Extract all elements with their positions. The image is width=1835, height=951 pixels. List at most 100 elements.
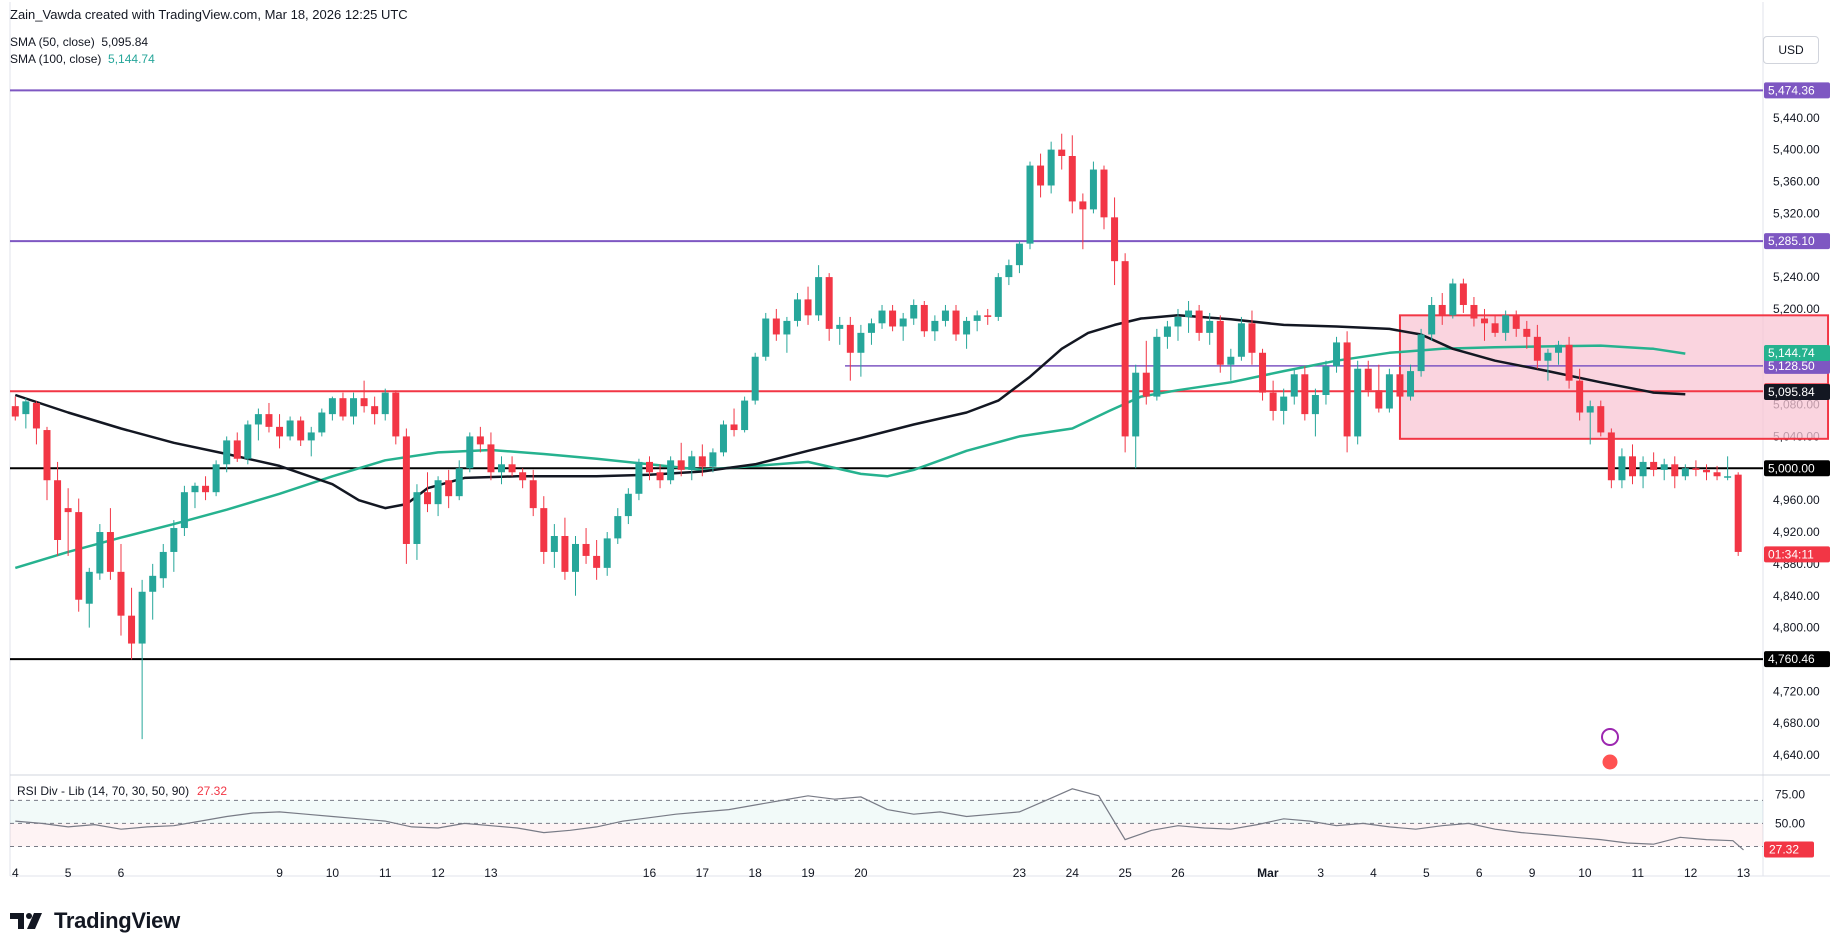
candle-body[interactable]	[1681, 468, 1689, 477]
candle-body[interactable]	[550, 536, 558, 552]
candle-body[interactable]	[244, 424, 252, 459]
candle-body[interactable]	[212, 464, 220, 493]
candle-body[interactable]	[1269, 392, 1277, 411]
candle-body[interactable]	[1174, 316, 1182, 327]
candle-body[interactable]	[519, 472, 527, 481]
candle-body[interactable]	[709, 452, 717, 467]
candle-body[interactable]	[1195, 310, 1203, 333]
tradingview-logo[interactable]: TradingView	[10, 908, 180, 934]
sma50-line[interactable]	[14, 314, 1686, 510]
candle-body[interactable]	[920, 304, 928, 332]
candle-body[interactable]	[836, 324, 844, 329]
sma100-line[interactable]	[14, 344, 1686, 570]
candle-body[interactable]	[466, 436, 474, 469]
candle-body[interactable]	[635, 461, 643, 494]
candle-body[interactable]	[1618, 456, 1626, 481]
candle-body[interactable]	[1100, 169, 1108, 218]
candle-body[interactable]	[508, 464, 516, 473]
candle-body[interactable]	[117, 571, 125, 616]
candle-body[interactable]	[1555, 344, 1563, 353]
candle-body[interactable]	[1026, 165, 1034, 244]
candle-body[interactable]	[1607, 432, 1615, 481]
candle-body[interactable]	[1544, 352, 1552, 361]
candle-body[interactable]	[223, 440, 231, 465]
candle-body[interactable]	[1301, 374, 1309, 415]
candle-body[interactable]	[1417, 334, 1425, 372]
candle-body[interactable]	[1628, 456, 1636, 477]
candle-body[interactable]	[254, 414, 262, 425]
candle-body[interactable]	[645, 461, 653, 473]
candle-body[interactable]	[149, 575, 157, 592]
candle-body[interactable]	[75, 512, 83, 600]
candle-body[interactable]	[191, 485, 199, 493]
candle-body[interactable]	[43, 430, 51, 481]
candle-body[interactable]	[963, 320, 971, 335]
candle-body[interactable]	[857, 332, 865, 353]
candle-body[interactable]	[614, 516, 622, 539]
candle-body[interactable]	[445, 480, 453, 497]
candle-body[interactable]	[762, 318, 770, 357]
candle-body[interactable]	[1216, 320, 1224, 365]
candle-body[interactable]	[730, 424, 738, 431]
candle-body[interactable]	[402, 436, 410, 544]
candle-body[interactable]	[1206, 320, 1214, 333]
candle-body[interactable]	[1650, 461, 1658, 470]
candle-body[interactable]	[1163, 326, 1171, 337]
candle-body[interactable]	[910, 304, 918, 319]
candle-body[interactable]	[1470, 304, 1478, 319]
candle-body[interactable]	[1576, 380, 1584, 413]
candle-body[interactable]	[582, 543, 590, 556]
candle-body[interactable]	[667, 460, 675, 481]
candle-body[interactable]	[381, 392, 389, 415]
candle-body[interactable]	[1153, 336, 1161, 397]
candle-body[interactable]	[170, 528, 178, 552]
candle-body[interactable]	[1343, 342, 1351, 437]
candle-body[interactable]	[64, 508, 72, 513]
candle-body[interactable]	[973, 315, 981, 321]
candle-body[interactable]	[202, 485, 210, 493]
candle-body[interactable]	[1481, 318, 1489, 324]
candle-body[interactable]	[1396, 374, 1404, 397]
candle-body[interactable]	[1311, 394, 1319, 415]
candle-body[interactable]	[540, 508, 548, 552]
candle-body[interactable]	[1132, 372, 1140, 437]
candle-body[interactable]	[106, 532, 114, 572]
consolidation-zone[interactable]	[1398, 314, 1830, 440]
candle-body[interactable]	[804, 299, 812, 316]
candle-body[interactable]	[1724, 476, 1732, 478]
candle-body[interactable]	[793, 299, 801, 321]
candle-body[interactable]	[1438, 304, 1446, 316]
candle-body[interactable]	[1015, 243, 1023, 266]
candle-body[interactable]	[1005, 265, 1013, 278]
candle-body[interactable]	[1333, 342, 1341, 367]
candle-body[interactable]	[698, 456, 706, 467]
candle-body[interactable]	[22, 401, 30, 415]
candle-body[interactable]	[1639, 461, 1647, 477]
candle-body[interactable]	[624, 493, 632, 517]
candle-body[interactable]	[825, 277, 833, 329]
candle-body[interactable]	[392, 392, 400, 437]
rsi-line[interactable]	[15, 788, 1744, 851]
candle-body[interactable]	[159, 551, 167, 579]
candle-body[interactable]	[571, 543, 579, 572]
candle-body[interactable]	[593, 555, 601, 568]
candle-body[interactable]	[1111, 217, 1119, 262]
candle-body[interactable]	[286, 420, 294, 437]
candle-body[interactable]	[339, 398, 347, 417]
candle-body[interactable]	[487, 444, 495, 473]
candle-body[interactable]	[1354, 368, 1362, 437]
candle-body[interactable]	[498, 464, 506, 473]
candle-body[interactable]	[476, 436, 484, 445]
candle-body[interactable]	[878, 310, 886, 324]
candle-body[interactable]	[1459, 283, 1467, 305]
candle-body[interactable]	[1280, 396, 1288, 411]
candle-body[interactable]	[1734, 474, 1742, 552]
sma100-legend[interactable]: SMA (100, close) 5,144.74	[10, 52, 155, 66]
candle-body[interactable]	[85, 571, 93, 604]
candle-body[interactable]	[941, 310, 949, 321]
candle-body[interactable]	[1364, 368, 1372, 391]
candle-body[interactable]	[688, 456, 696, 470]
candle-body[interactable]	[455, 468, 463, 497]
candle-body[interactable]	[1407, 371, 1415, 397]
